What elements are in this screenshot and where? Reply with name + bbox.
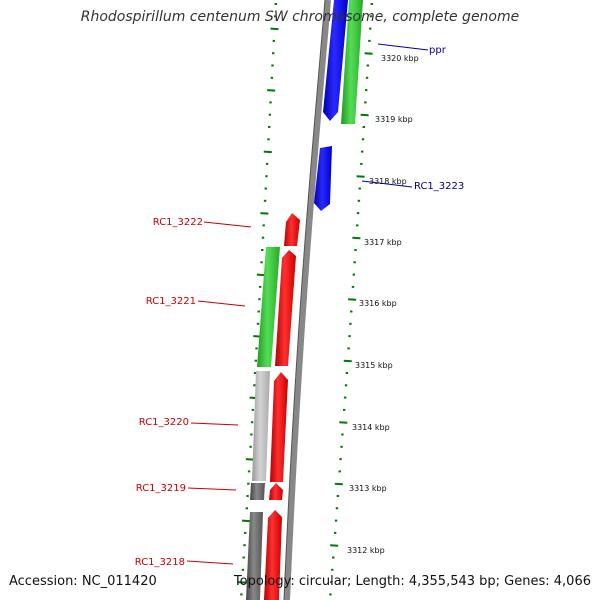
scale-label: 3320 kbp (381, 54, 419, 63)
gene-rc1-3218 (264, 510, 282, 600)
gene-rc1-3219 (269, 483, 283, 500)
gene-label-rc1-3220[interactable]: RC1_3220 (139, 417, 189, 428)
leader-rc1-3222 (203, 221, 252, 228)
gene-label-rc1-3223[interactable]: RC1_3223 (414, 181, 464, 192)
tick-mark (348, 298, 357, 301)
scale-labels: 3320 kbp 3319 kbp 3318 kbp 3317 kbp 3316… (347, 54, 419, 555)
scale-label: 3314 kbp (352, 423, 390, 432)
leader-rc1-3221 (197, 300, 246, 307)
tick-mark (263, 150, 272, 154)
cds-rc1-3218 (246, 512, 263, 600)
gene-ppr-green (341, 0, 363, 124)
tick-mark (330, 544, 339, 547)
map-title: Rhodospirillum centenum SW chromosome, c… (80, 9, 520, 25)
cds-rc1-3219 (250, 483, 265, 500)
topology-text: Topology: circular; Length: 4,355,543 bp… (233, 574, 591, 589)
tick-mark (360, 113, 369, 117)
gene-rc1-3220 (270, 372, 288, 482)
tick-mark (334, 482, 343, 486)
cds-rc1-3221 (257, 247, 280, 367)
tick-mark (260, 212, 269, 215)
tick-mark (270, 27, 279, 31)
gene-label-rc1-3221[interactable]: RC1_3221 (146, 296, 196, 307)
tick-tracks (238, 3, 373, 596)
leader-rc1-3223 (361, 180, 413, 188)
scale-label: 3318 kbp (369, 177, 407, 186)
cds-rc1-3220 (252, 371, 270, 481)
leader-rc1-3218 (186, 560, 234, 565)
chromosome-backbone-edge (283, 0, 326, 600)
tick-mark (245, 458, 254, 461)
scale-label: 3317 kbp (364, 238, 402, 247)
leader-rc1-3220 (190, 422, 239, 426)
gene-ppr (323, 0, 348, 121)
scale-label: 3315 kbp (355, 361, 393, 370)
gene-label-rc1-3219[interactable]: RC1_3219 (136, 483, 186, 494)
scale-label: 3316 kbp (359, 299, 397, 308)
tick-mark (256, 273, 265, 277)
accession-text: Accession: NC_011420 (9, 574, 157, 589)
leader-ppr (377, 43, 429, 51)
tick-mark (238, 581, 247, 584)
tick-mark (343, 359, 352, 363)
chromosome-backbone (284, 0, 331, 600)
gene-rc1-3222 (284, 213, 300, 246)
scale-label: 3313 kbp (349, 484, 387, 493)
tick-mark (356, 175, 365, 178)
tick-mark (364, 52, 373, 55)
gene-rc1-3221 (275, 250, 296, 366)
gene-label-ppr[interactable]: ppr (429, 45, 447, 56)
tick-mark (241, 519, 251, 523)
leader-rc1-3219 (187, 487, 237, 491)
tick-mark (267, 89, 276, 92)
tick-mark (339, 421, 348, 424)
gene-rc1-3223 (314, 146, 332, 211)
scale-label: 3319 kbp (375, 115, 413, 124)
gene-label-rc1-3222[interactable]: RC1_3222 (153, 217, 203, 228)
gene-label-rc1-3218[interactable]: RC1_3218 (135, 557, 185, 568)
tick-mark (352, 236, 361, 240)
scale-label: 3312 kbp (347, 546, 385, 555)
